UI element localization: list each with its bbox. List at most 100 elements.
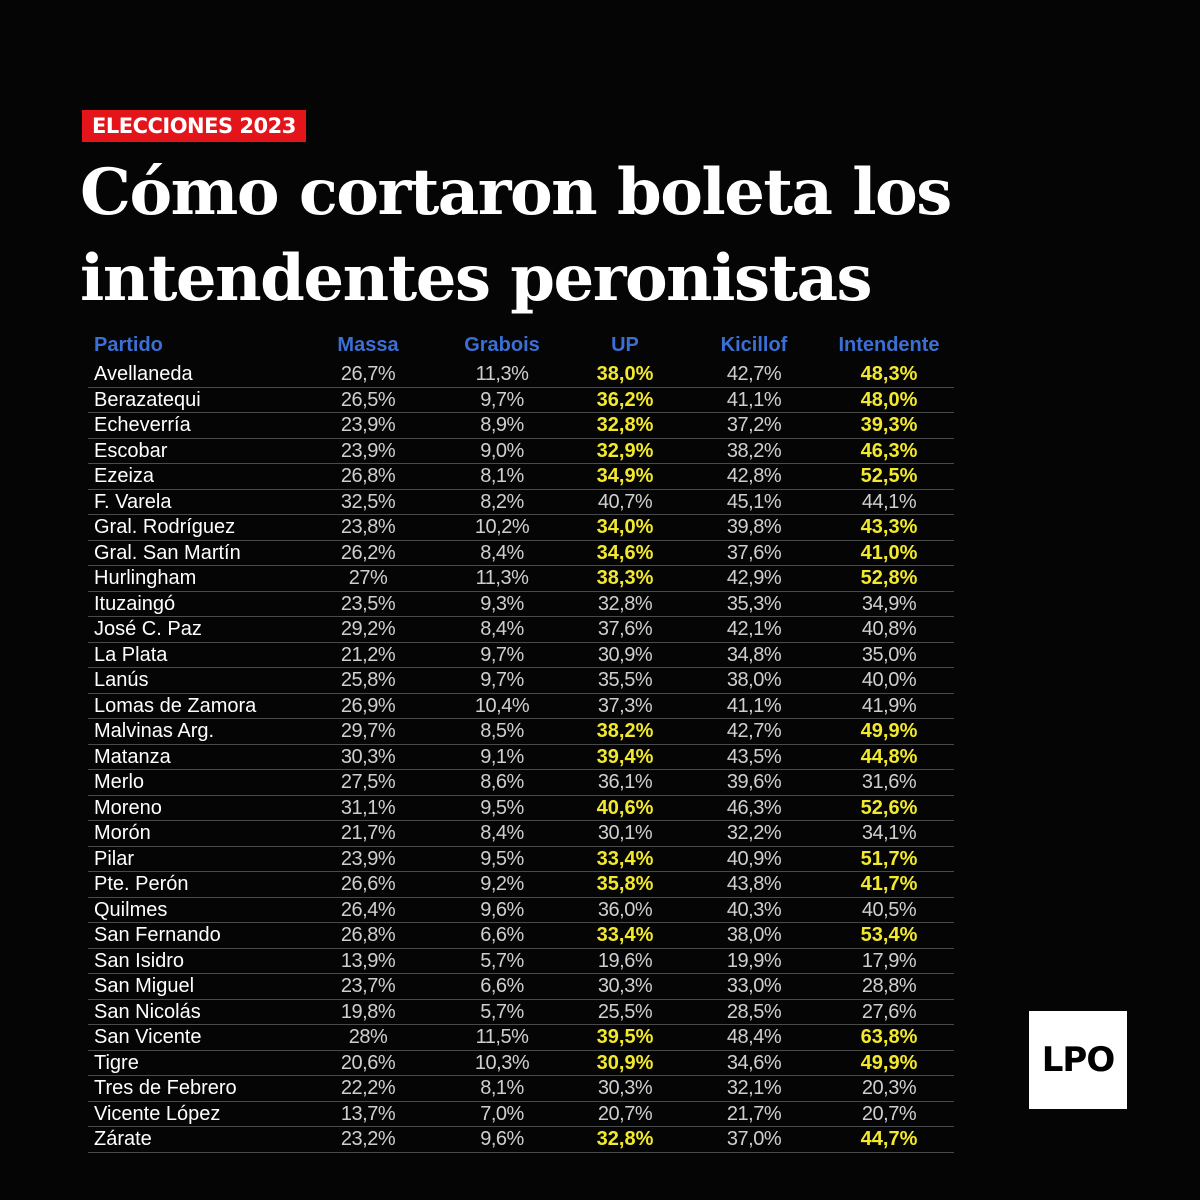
cell-grabois: 8,1% bbox=[438, 463, 566, 490]
cell-up: 30,9% bbox=[566, 642, 684, 668]
cell-up: 36,2% bbox=[566, 387, 684, 413]
cell-kicillof: 37,0% bbox=[684, 1126, 824, 1153]
cell-massa: 26,6% bbox=[298, 871, 438, 898]
cell-grabois: 9,2% bbox=[438, 871, 566, 898]
cell-up: 38,2% bbox=[566, 718, 684, 745]
table-row: La Plata 21,2% 9,7% 30,9% 34,8% 35,0% bbox=[88, 642, 954, 668]
cell-partido: Pilar bbox=[88, 846, 298, 872]
table-row: Berazatequi 26,5% 9,7% 36,2% 41,1% 48,0% bbox=[88, 387, 954, 413]
cell-massa: 26,8% bbox=[298, 922, 438, 949]
cell-intendente: 34,1% bbox=[824, 820, 954, 847]
table-row: Tigre 20,6% 10,3% 30,9% 34,6% 49,9% bbox=[88, 1050, 954, 1076]
cell-up: 25,5% bbox=[566, 999, 684, 1025]
cell-kicillof: 34,8% bbox=[684, 642, 824, 668]
cell-intendente: 48,3% bbox=[824, 362, 954, 388]
table-row: Lanús 25,8% 9,7% 35,5% 38,0% 40,0% bbox=[88, 667, 954, 694]
cell-grabois: 8,4% bbox=[438, 540, 566, 566]
cell-up: 30,3% bbox=[566, 1075, 684, 1102]
cell-intendente: 39,3% bbox=[824, 412, 954, 439]
cell-grabois: 9,6% bbox=[438, 897, 566, 923]
cell-massa: 26,9% bbox=[298, 693, 438, 719]
cell-grabois: 11,5% bbox=[438, 1024, 566, 1051]
cell-partido: Escobar bbox=[88, 438, 298, 464]
cell-partido: Quilmes bbox=[88, 897, 298, 923]
cell-intendente: 27,6% bbox=[824, 999, 954, 1025]
lpo-logo: LPO bbox=[1029, 1011, 1127, 1109]
cell-massa: 23,8% bbox=[298, 514, 438, 541]
cell-partido: Gral. Rodríguez bbox=[88, 514, 298, 541]
cell-intendente: 46,3% bbox=[824, 438, 954, 464]
cell-massa: 28% bbox=[298, 1024, 438, 1051]
cell-intendente: 44,8% bbox=[824, 744, 954, 770]
table-row: San Fernando 26,8% 6,6% 33,4% 38,0% 53,4% bbox=[88, 922, 954, 949]
table-row: Tres de Febrero 22,2% 8,1% 30,3% 32,1% 20,3% bbox=[88, 1075, 954, 1102]
cell-massa: 23,7% bbox=[298, 973, 438, 1000]
cell-partido: José C. Paz bbox=[88, 616, 298, 643]
cell-intendente: 51,7% bbox=[824, 846, 954, 872]
cell-massa: 26,7% bbox=[298, 362, 438, 388]
table-row: Merlo 27,5% 8,6% 36,1% 39,6% 31,6% bbox=[88, 769, 954, 796]
cell-partido: Malvinas Arg. bbox=[88, 718, 298, 745]
table-row: Pilar 23,9% 9,5% 33,4% 40,9% 51,7% bbox=[88, 846, 954, 872]
cell-up: 34,9% bbox=[566, 463, 684, 490]
cell-kicillof: 42,1% bbox=[684, 616, 824, 643]
cell-intendente: 20,3% bbox=[824, 1075, 954, 1102]
cell-grabois: 10,4% bbox=[438, 693, 566, 719]
table-row: Ezeiza 26,8% 8,1% 34,9% 42,8% 52,5% bbox=[88, 463, 954, 490]
cell-partido: San Miguel bbox=[88, 973, 298, 1000]
table-row: Escobar 23,9% 9,0% 32,9% 38,2% 46,3% bbox=[88, 438, 954, 464]
table-row: San Nicolás 19,8% 5,7% 25,5% 28,5% 27,6% bbox=[88, 999, 954, 1025]
cell-partido: Merlo bbox=[88, 769, 298, 796]
results-table: Partido Massa Grabois UP Kicillof Intend… bbox=[88, 328, 954, 1153]
cell-intendente: 35,0% bbox=[824, 642, 954, 668]
column-header-grabois: Grabois bbox=[464, 333, 540, 356]
cell-intendente: 52,6% bbox=[824, 795, 954, 821]
cell-massa: 26,5% bbox=[298, 387, 438, 413]
cell-massa: 29,7% bbox=[298, 718, 438, 745]
cell-kicillof: 32,1% bbox=[684, 1075, 824, 1102]
cell-massa: 23,9% bbox=[298, 412, 438, 439]
cell-kicillof: 40,9% bbox=[684, 846, 824, 872]
cell-intendente: 17,9% bbox=[824, 948, 954, 974]
cell-massa: 13,7% bbox=[298, 1101, 438, 1127]
cell-grabois: 8,5% bbox=[438, 718, 566, 745]
cell-intendente: 41,7% bbox=[824, 871, 954, 898]
cell-partido: Ituzaingó bbox=[88, 591, 298, 617]
cell-kicillof: 42,7% bbox=[684, 362, 824, 388]
cell-up: 32,8% bbox=[566, 1126, 684, 1153]
cell-up: 37,3% bbox=[566, 693, 684, 719]
cell-grabois: 9,5% bbox=[438, 846, 566, 872]
cell-massa: 26,4% bbox=[298, 897, 438, 923]
table-row: Matanza 30,3% 9,1% 39,4% 43,5% 44,8% bbox=[88, 744, 954, 770]
cell-massa: 23,2% bbox=[298, 1126, 438, 1153]
cell-massa: 23,9% bbox=[298, 846, 438, 872]
cell-kicillof: 42,7% bbox=[684, 718, 824, 745]
cell-grabois: 9,7% bbox=[438, 667, 566, 694]
logo-text: LPO bbox=[1041, 1040, 1115, 1080]
cell-massa: 27,5% bbox=[298, 769, 438, 796]
table-row: Gral. Rodríguez 23,8% 10,2% 34,0% 39,8% 43,3% bbox=[88, 514, 954, 541]
cell-grabois: 6,6% bbox=[438, 922, 566, 949]
cell-grabois: 10,3% bbox=[438, 1050, 566, 1076]
cell-kicillof: 43,5% bbox=[684, 744, 824, 770]
cell-partido: Lanús bbox=[88, 667, 298, 694]
cell-partido: Morón bbox=[88, 820, 298, 847]
cell-partido: Moreno bbox=[88, 795, 298, 821]
cell-kicillof: 41,1% bbox=[684, 387, 824, 413]
cell-grabois: 8,1% bbox=[438, 1075, 566, 1102]
cell-kicillof: 42,8% bbox=[684, 463, 824, 490]
cell-intendente: 44,7% bbox=[824, 1126, 954, 1153]
cell-kicillof: 38,2% bbox=[684, 438, 824, 464]
cell-massa: 21,2% bbox=[298, 642, 438, 668]
cell-up: 20,7% bbox=[566, 1101, 684, 1127]
cell-up: 35,5% bbox=[566, 667, 684, 694]
table-row: Avellaneda 26,7% 11,3% 38,0% 42,7% 48,3% bbox=[88, 362, 954, 388]
cell-partido: San Isidro bbox=[88, 948, 298, 974]
cell-grabois: 7,0% bbox=[438, 1101, 566, 1127]
cell-up: 40,6% bbox=[566, 795, 684, 821]
cell-partido: La Plata bbox=[88, 642, 298, 668]
cell-partido: Tigre bbox=[88, 1050, 298, 1076]
cell-massa: 31,1% bbox=[298, 795, 438, 821]
cell-massa: 22,2% bbox=[298, 1075, 438, 1102]
cell-grabois: 9,0% bbox=[438, 438, 566, 464]
